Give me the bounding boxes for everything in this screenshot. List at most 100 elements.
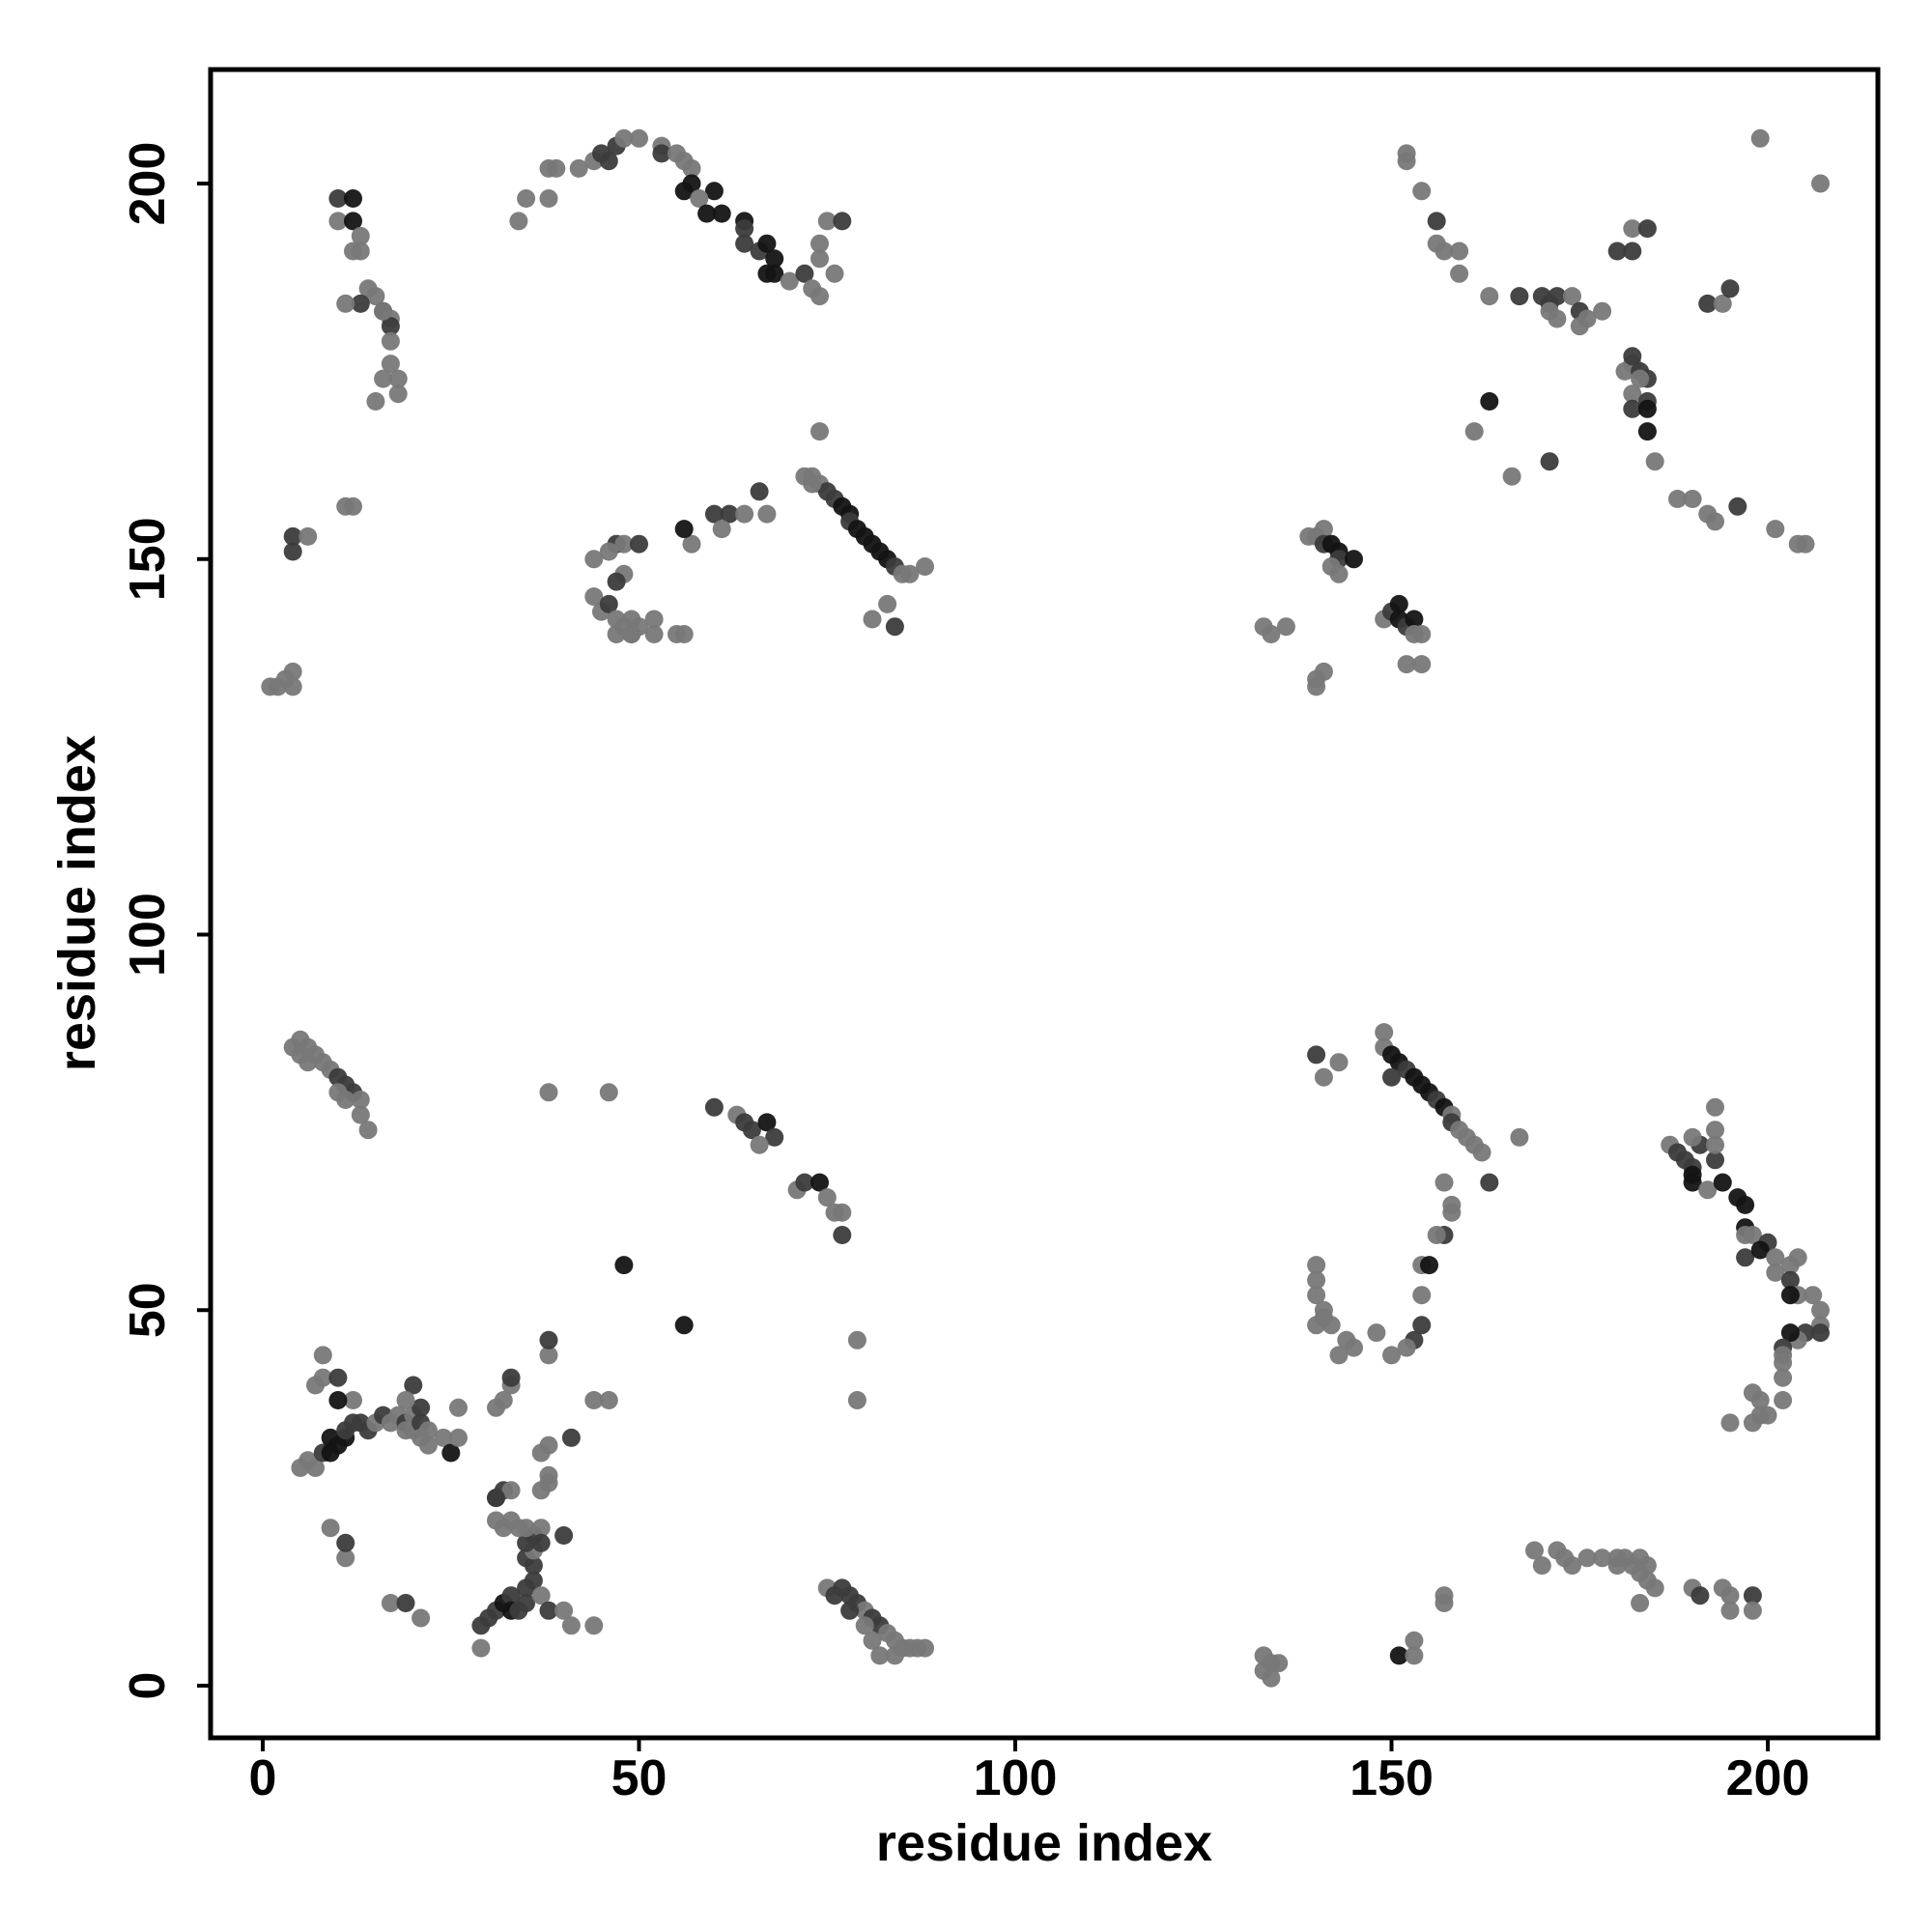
- data-point-121: [885, 617, 904, 637]
- data-point-192: [1728, 497, 1747, 516]
- data-point-256: [1510, 1127, 1529, 1147]
- data-point-328: [1750, 1391, 1770, 1409]
- data-point-402: [561, 1616, 581, 1635]
- y-tick-label-150: 150: [120, 517, 176, 601]
- data-point-22: [381, 331, 400, 351]
- data-point-437: [916, 1638, 934, 1658]
- data-point-188: [1668, 490, 1687, 508]
- data-point-433: [855, 1616, 874, 1635]
- data-point-213: [358, 1121, 378, 1140]
- data-point-217: [539, 1083, 558, 1102]
- data-point-409: [539, 1346, 558, 1365]
- data-point-356: [449, 1398, 468, 1417]
- data-point-432: [840, 1601, 860, 1620]
- data-point-70: [833, 212, 852, 231]
- data-point-380: [517, 1594, 536, 1612]
- data-point-398: [531, 1533, 551, 1552]
- data-point-260: [1442, 1203, 1462, 1222]
- data-point-68: [825, 264, 844, 283]
- data-point-27: [388, 384, 408, 404]
- data-point-157: [1510, 287, 1529, 306]
- data-point-91: [704, 504, 724, 524]
- data-point-312: [1811, 1300, 1830, 1320]
- data-point-100: [630, 534, 648, 554]
- data-point-365: [306, 1376, 325, 1395]
- data-point-360: [313, 1346, 332, 1365]
- data-point-114: [644, 610, 664, 629]
- data-point-280: [1307, 1256, 1326, 1275]
- data-point-53: [712, 204, 731, 223]
- x-tick-label-200: 200: [1726, 1750, 1810, 1806]
- data-point-90: [720, 504, 739, 524]
- x-axis-title: residue index: [876, 1814, 1212, 1872]
- x-tick-label-50: 50: [611, 1750, 668, 1806]
- data-point-351: [418, 1421, 438, 1440]
- data-point-174: [1623, 347, 1642, 366]
- data-point-67: [817, 212, 837, 231]
- data-point-160: [1548, 287, 1567, 306]
- data-point-127: [1314, 520, 1333, 539]
- data-point-42: [630, 128, 648, 148]
- data-point-24: [374, 369, 393, 388]
- data-point-291: [1706, 1135, 1724, 1154]
- data-point-211: [351, 1091, 370, 1109]
- data-point-367: [336, 1548, 355, 1568]
- data-point-155: [1450, 264, 1469, 283]
- data-point-278: [1307, 1286, 1326, 1305]
- data-point-26: [366, 392, 385, 411]
- data-point-10: [328, 212, 348, 231]
- data-point-21: [381, 317, 400, 336]
- data-point-11: [344, 212, 362, 231]
- data-point-189: [1683, 490, 1702, 508]
- data-point-177: [1631, 369, 1650, 388]
- data-point-234: [847, 1391, 867, 1409]
- data-point-39: [599, 152, 618, 171]
- data-point-101: [599, 542, 618, 561]
- data-point-178: [1623, 384, 1642, 404]
- y-tick-label-200: 200: [120, 142, 176, 226]
- data-point-18: [336, 294, 355, 313]
- data-point-168: [1607, 242, 1627, 261]
- data-point-8: [328, 189, 348, 208]
- data-point-153: [1435, 242, 1454, 261]
- data-point-403: [584, 1616, 604, 1635]
- data-point-51: [690, 189, 709, 208]
- data-point-187: [1645, 452, 1664, 471]
- data-point-117: [674, 625, 694, 643]
- y-tick-label-100: 100: [120, 893, 176, 977]
- data-point-25: [388, 369, 408, 388]
- data-point-134: [1329, 564, 1349, 583]
- data-point-468: [1720, 1586, 1740, 1605]
- data-point-62: [780, 271, 799, 291]
- data-point-290: [1706, 1151, 1724, 1170]
- data-point-289: [1683, 1127, 1702, 1147]
- data-point-145: [1412, 625, 1432, 643]
- data-point-236: [674, 1316, 694, 1335]
- data-point-327: [1758, 1406, 1777, 1425]
- data-point-17: [351, 294, 370, 313]
- data-point-59: [765, 249, 784, 269]
- data-point-415: [599, 1391, 618, 1409]
- data-point-382: [524, 1571, 543, 1590]
- data-point-58: [757, 234, 777, 253]
- data-point-170: [1623, 219, 1642, 239]
- data-point-461: [1637, 1556, 1657, 1576]
- data-point-401: [554, 1601, 574, 1620]
- data-point-56: [735, 234, 754, 253]
- data-point-171: [1637, 219, 1657, 239]
- data-point-265: [1420, 1256, 1438, 1275]
- data-point-270: [1382, 1346, 1401, 1365]
- data-point-69: [810, 249, 829, 269]
- data-point-231: [833, 1203, 852, 1222]
- data-point-4: [283, 677, 302, 696]
- data-point-166: [1570, 317, 1589, 336]
- data-point-418: [554, 1526, 574, 1545]
- data-point-115: [644, 625, 664, 643]
- data-point-267: [1412, 1316, 1432, 1335]
- data-point-317: [1780, 1323, 1800, 1343]
- data-point-354: [441, 1443, 461, 1463]
- data-point-449: [1532, 1556, 1551, 1576]
- data-point-370: [396, 1594, 415, 1612]
- data-point-167: [1593, 301, 1612, 321]
